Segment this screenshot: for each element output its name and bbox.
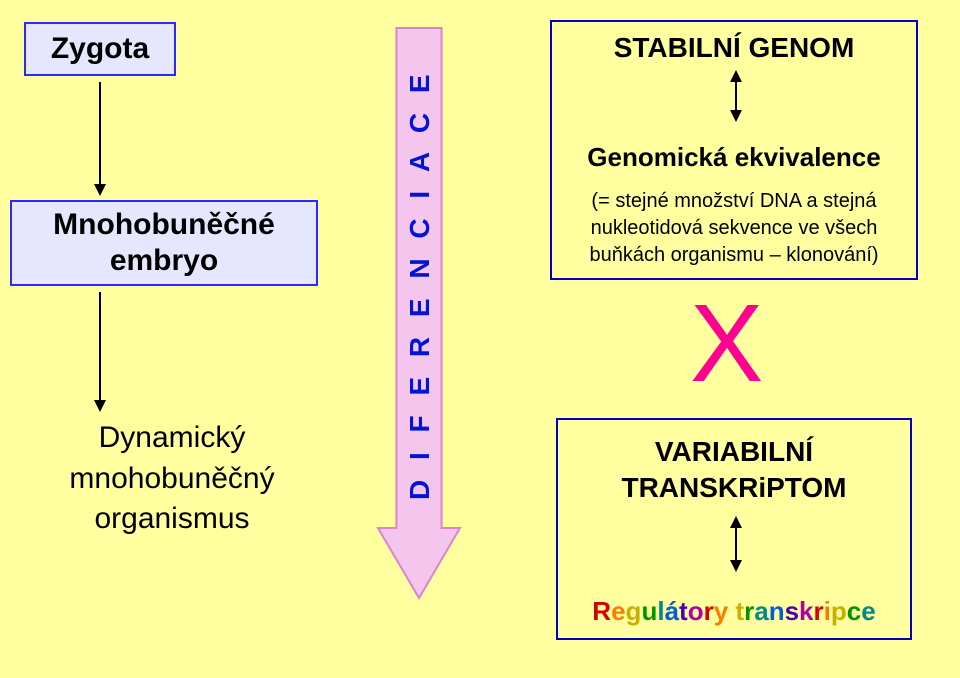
embryo-label: Mnohobuněčné embryo: [53, 207, 275, 279]
variable-transcriptome-box: VARIABILNÍ TRANSKRiPTOM Regulátory trans…: [556, 418, 912, 640]
equiv-sub-l2: nukleotidová sekvence ve všech: [560, 215, 908, 242]
contrast-x: X: [690, 280, 763, 407]
stable-genome-title: STABILNÍ GENOM: [552, 22, 916, 64]
organism-line3: organismus: [22, 499, 322, 540]
stable-genome-box: STABILNÍ GENOM Genomická ekvivalence (= …: [550, 20, 918, 280]
equiv-sub-l1: (= stejné množství DNA a stejná: [560, 188, 908, 215]
organism-line2: mnohobuněčný: [22, 459, 322, 500]
regulators-label: Regulátory transkripce: [558, 580, 910, 627]
embryo-box: Mnohobuněčné embryo: [10, 200, 318, 286]
transcriptome-regulators-arrow: [558, 420, 559, 421]
zygota-box: Zygota: [24, 22, 176, 76]
zygota-label: Zygota: [51, 32, 149, 66]
variable-transcriptome-title: VARIABILNÍ TRANSKRiPTOM: [558, 424, 910, 507]
arrow-embryo-organism: [0, 0, 1, 1]
genome-equivalence-arrow: [552, 22, 553, 23]
embryo-line1: Mnohobuněčné: [53, 207, 275, 243]
organism-line1: Dynamický: [22, 418, 322, 459]
organism-label: Dynamický mnohobuněčný organismus: [22, 418, 322, 540]
equivalence-subtitle: (= stejné množství DNA a stejná nukleoti…: [552, 172, 916, 269]
var-l2: TRANSKRiPTOM: [558, 470, 910, 506]
var-l1: VARIABILNÍ: [558, 434, 910, 470]
equivalence-title: Genomická ekvivalence: [552, 126, 916, 173]
differentiation-label: D I F E R E N C I A C E: [404, 44, 436, 524]
embryo-line2: embryo: [53, 243, 275, 279]
equiv-sub-l3: buňkách organismu – klonování): [560, 242, 908, 269]
